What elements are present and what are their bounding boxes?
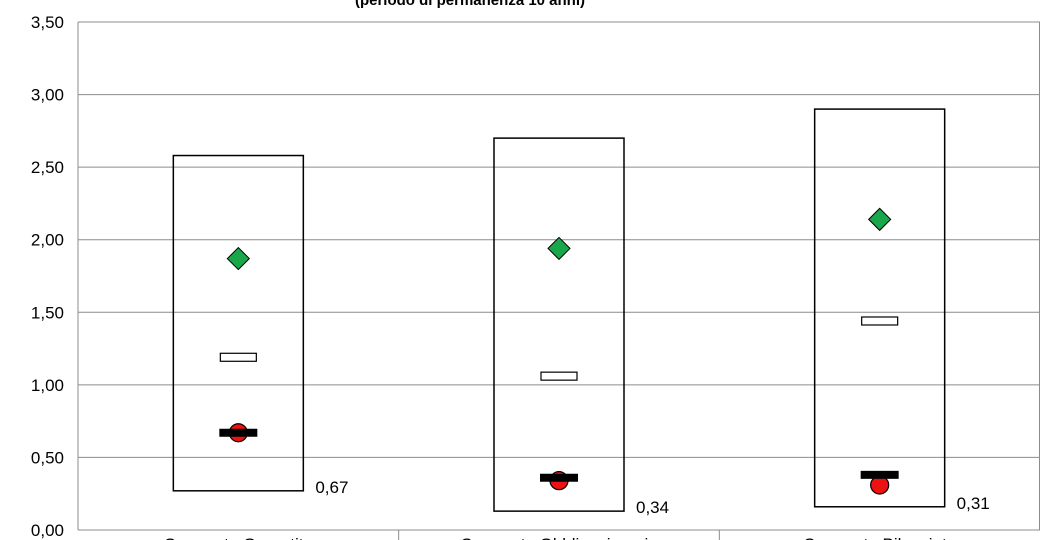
y-tick-label: 0,50 bbox=[31, 448, 64, 467]
gridlines bbox=[77, 21, 1040, 540]
y-tick-label: 3,00 bbox=[31, 86, 64, 105]
diamond-marker bbox=[226, 246, 251, 271]
y-tick-label: 1,00 bbox=[31, 376, 64, 395]
data-labels: 0,67 0,34 0,31 bbox=[315, 478, 989, 517]
y-axis: 0,00 0,50 1,00 1,50 2,00 2,50 3,00 3,50 bbox=[31, 13, 64, 540]
range-box bbox=[813, 108, 946, 508]
range-box bbox=[493, 137, 625, 512]
data-label: 0,31 bbox=[957, 494, 990, 513]
white-dash-marker bbox=[219, 352, 257, 362]
data-label: 0,34 bbox=[636, 498, 669, 517]
black-dash-marker bbox=[860, 470, 899, 479]
white-dash-marker bbox=[861, 316, 899, 326]
diamond-marker bbox=[867, 207, 892, 232]
markers bbox=[219, 207, 899, 495]
black-dash-marker bbox=[219, 428, 258, 437]
category-label: Comparto Garantito bbox=[164, 535, 313, 540]
y-tick-label: 3,50 bbox=[31, 13, 64, 32]
data-label: 0,67 bbox=[315, 478, 348, 497]
category-labels: Comparto Garantito Comparto Obbligazionar… bbox=[164, 535, 957, 540]
range-box bbox=[172, 154, 305, 492]
y-tick-label: 2,50 bbox=[31, 158, 64, 177]
y-tick-label: 2,00 bbox=[31, 231, 64, 250]
category-label: Comparto Bilanciato bbox=[803, 535, 956, 540]
category-label: Comparto Obbligazionario bbox=[460, 535, 658, 540]
white-dash-marker bbox=[540, 371, 578, 381]
boxes bbox=[172, 108, 946, 512]
black-dash-marker bbox=[540, 473, 578, 482]
chart-title: (periodo di permanenza 10 anni) bbox=[355, 0, 585, 9]
diamond-marker bbox=[547, 236, 571, 261]
y-tick-label: 1,50 bbox=[31, 303, 64, 322]
y-tick-label: 0,00 bbox=[31, 521, 64, 540]
